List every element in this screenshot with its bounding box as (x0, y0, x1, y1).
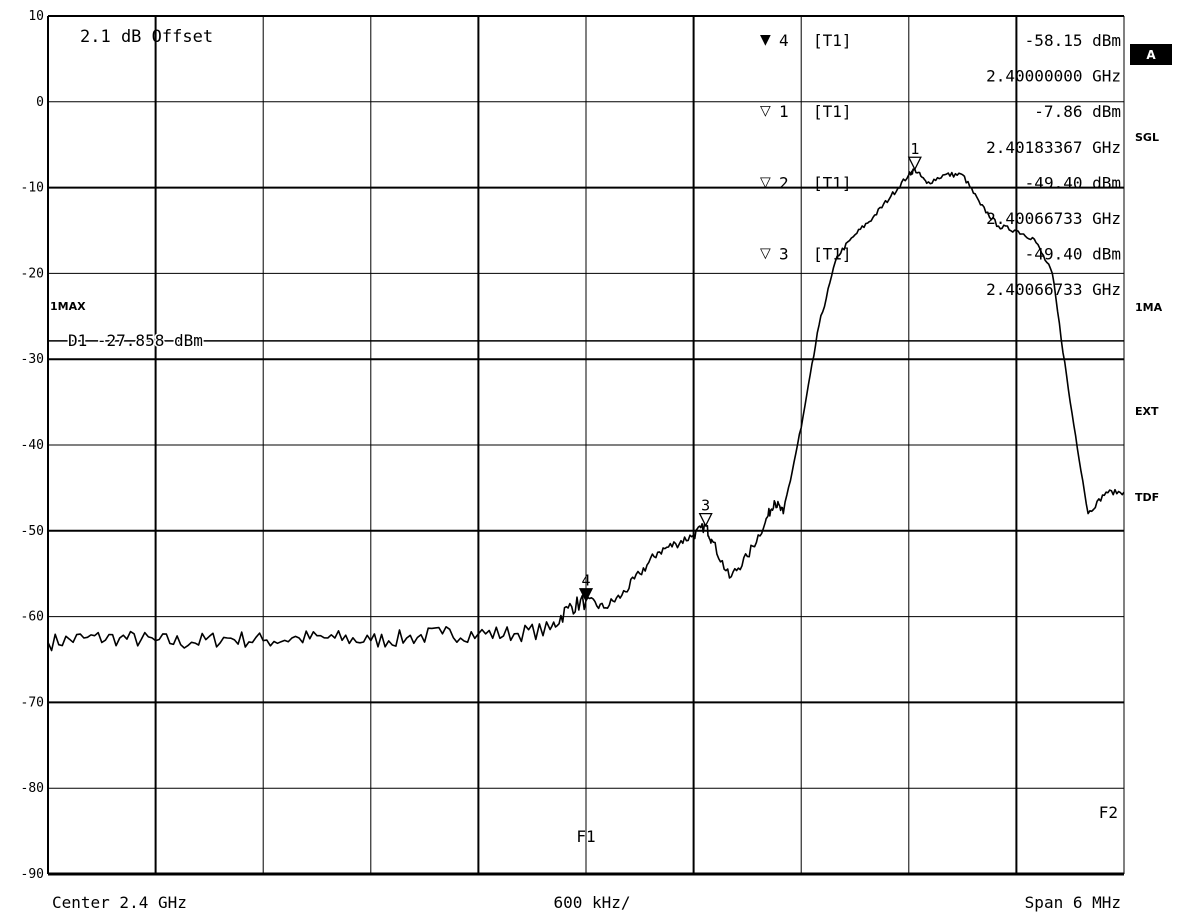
marker-table-number: 2 (779, 173, 789, 192)
y-tick-labels: 10 0 -10 -20 -30 -40 -50 -60 -70 -80 -90 (21, 9, 44, 882)
marker-table-symbol: ▼ (760, 32, 771, 48)
marker-label: 1 (910, 140, 919, 158)
y-tick-label: -60 (21, 610, 44, 625)
trace-mode-label: 1MAX (50, 300, 86, 313)
grid-lines (47, 15, 1125, 876)
marker-table-symbol: ▽ (760, 174, 771, 190)
y-tick-label: -80 (21, 781, 44, 796)
trace-1ma-label: 1MA (1135, 301, 1163, 314)
marker-table-symbol: ▽ (760, 246, 771, 262)
per-division-label: 600 kHz/ (553, 893, 630, 912)
marker-table-trace: [T1] (813, 245, 852, 264)
marker-table-level: -49.40 dBm (1025, 173, 1121, 192)
marker-table-trace: [T1] (813, 102, 852, 121)
y-tick-label: -10 (21, 181, 44, 196)
marker-table: ▼ 4 [T1] -58.15 dBm 2.40000000 GHz ▽ 1 [T1] -7.8… (760, 31, 1121, 299)
marker-table-freq: 2.40183367 GHz (986, 138, 1121, 157)
marker-triangle (578, 588, 594, 603)
frequency-line-label: F1 (576, 827, 595, 846)
markers-group: 1 3 4 (578, 140, 922, 603)
marker-table-number: 4 (779, 31, 789, 50)
series-line (47, 167, 1125, 652)
trace-group (47, 167, 1125, 652)
y-tick-label: -40 (21, 438, 44, 453)
marker-label: 3 (701, 497, 710, 515)
y-tick-label: 10 (28, 9, 44, 24)
y-tick-label: -90 (21, 867, 44, 882)
marker-triangle (907, 156, 922, 171)
marker-table-number: 3 (779, 245, 789, 264)
y-tick-label: -70 (21, 695, 44, 710)
center-frequency-label: Center 2.4 GHz (52, 893, 187, 912)
frequency-line-label: F2 (1099, 803, 1118, 822)
a-badge-box (1130, 44, 1172, 65)
marker-table-symbol: ▽ (760, 103, 771, 119)
span-label: Span 6 MHz (1025, 893, 1121, 912)
marker-table-number: 1 (779, 102, 789, 121)
marker-table-freq: 2.40066733 GHz (986, 209, 1121, 228)
right-annotations: A SGL 1MA EXT TDF (1130, 44, 1172, 504)
marker-table-freq: 2.40066733 GHz (986, 280, 1121, 299)
marker-table-level: -7.86 dBm (1034, 102, 1121, 121)
y-tick-label: -20 (21, 266, 44, 281)
marker-table-trace: [T1] (813, 31, 852, 50)
bottom-labels: Center 2.4 GHz 600 kHz/Span 6 MHz (52, 893, 1121, 912)
display-line-label: D1 -27.858 dBm (68, 331, 203, 350)
marker-triangle (698, 513, 713, 528)
y-tick-label: -50 (21, 524, 44, 539)
y-tick-label: -30 (21, 352, 44, 367)
marker-table-freq: 2.40000000 GHz (986, 67, 1121, 86)
marker-table-level: -49.40 dBm (1025, 245, 1121, 264)
marker-table-level: -58.15 dBm (1025, 31, 1121, 50)
a-badge-label: A (1146, 48, 1156, 62)
offset-label: 2.1 dB Offset (80, 27, 213, 47)
y-tick-label: 0 (36, 95, 44, 110)
marker-label: 4 (581, 572, 590, 590)
marker-table-trace: [T1] (813, 173, 852, 192)
ext-label: EXT (1135, 405, 1159, 418)
tdf-label: TDF (1135, 491, 1159, 504)
plot-overlays: 2.1 dB Offset 1MAX D1 -27.858 dBm F1 F2 (48, 27, 1124, 846)
sgl-label: SGL (1135, 131, 1159, 144)
